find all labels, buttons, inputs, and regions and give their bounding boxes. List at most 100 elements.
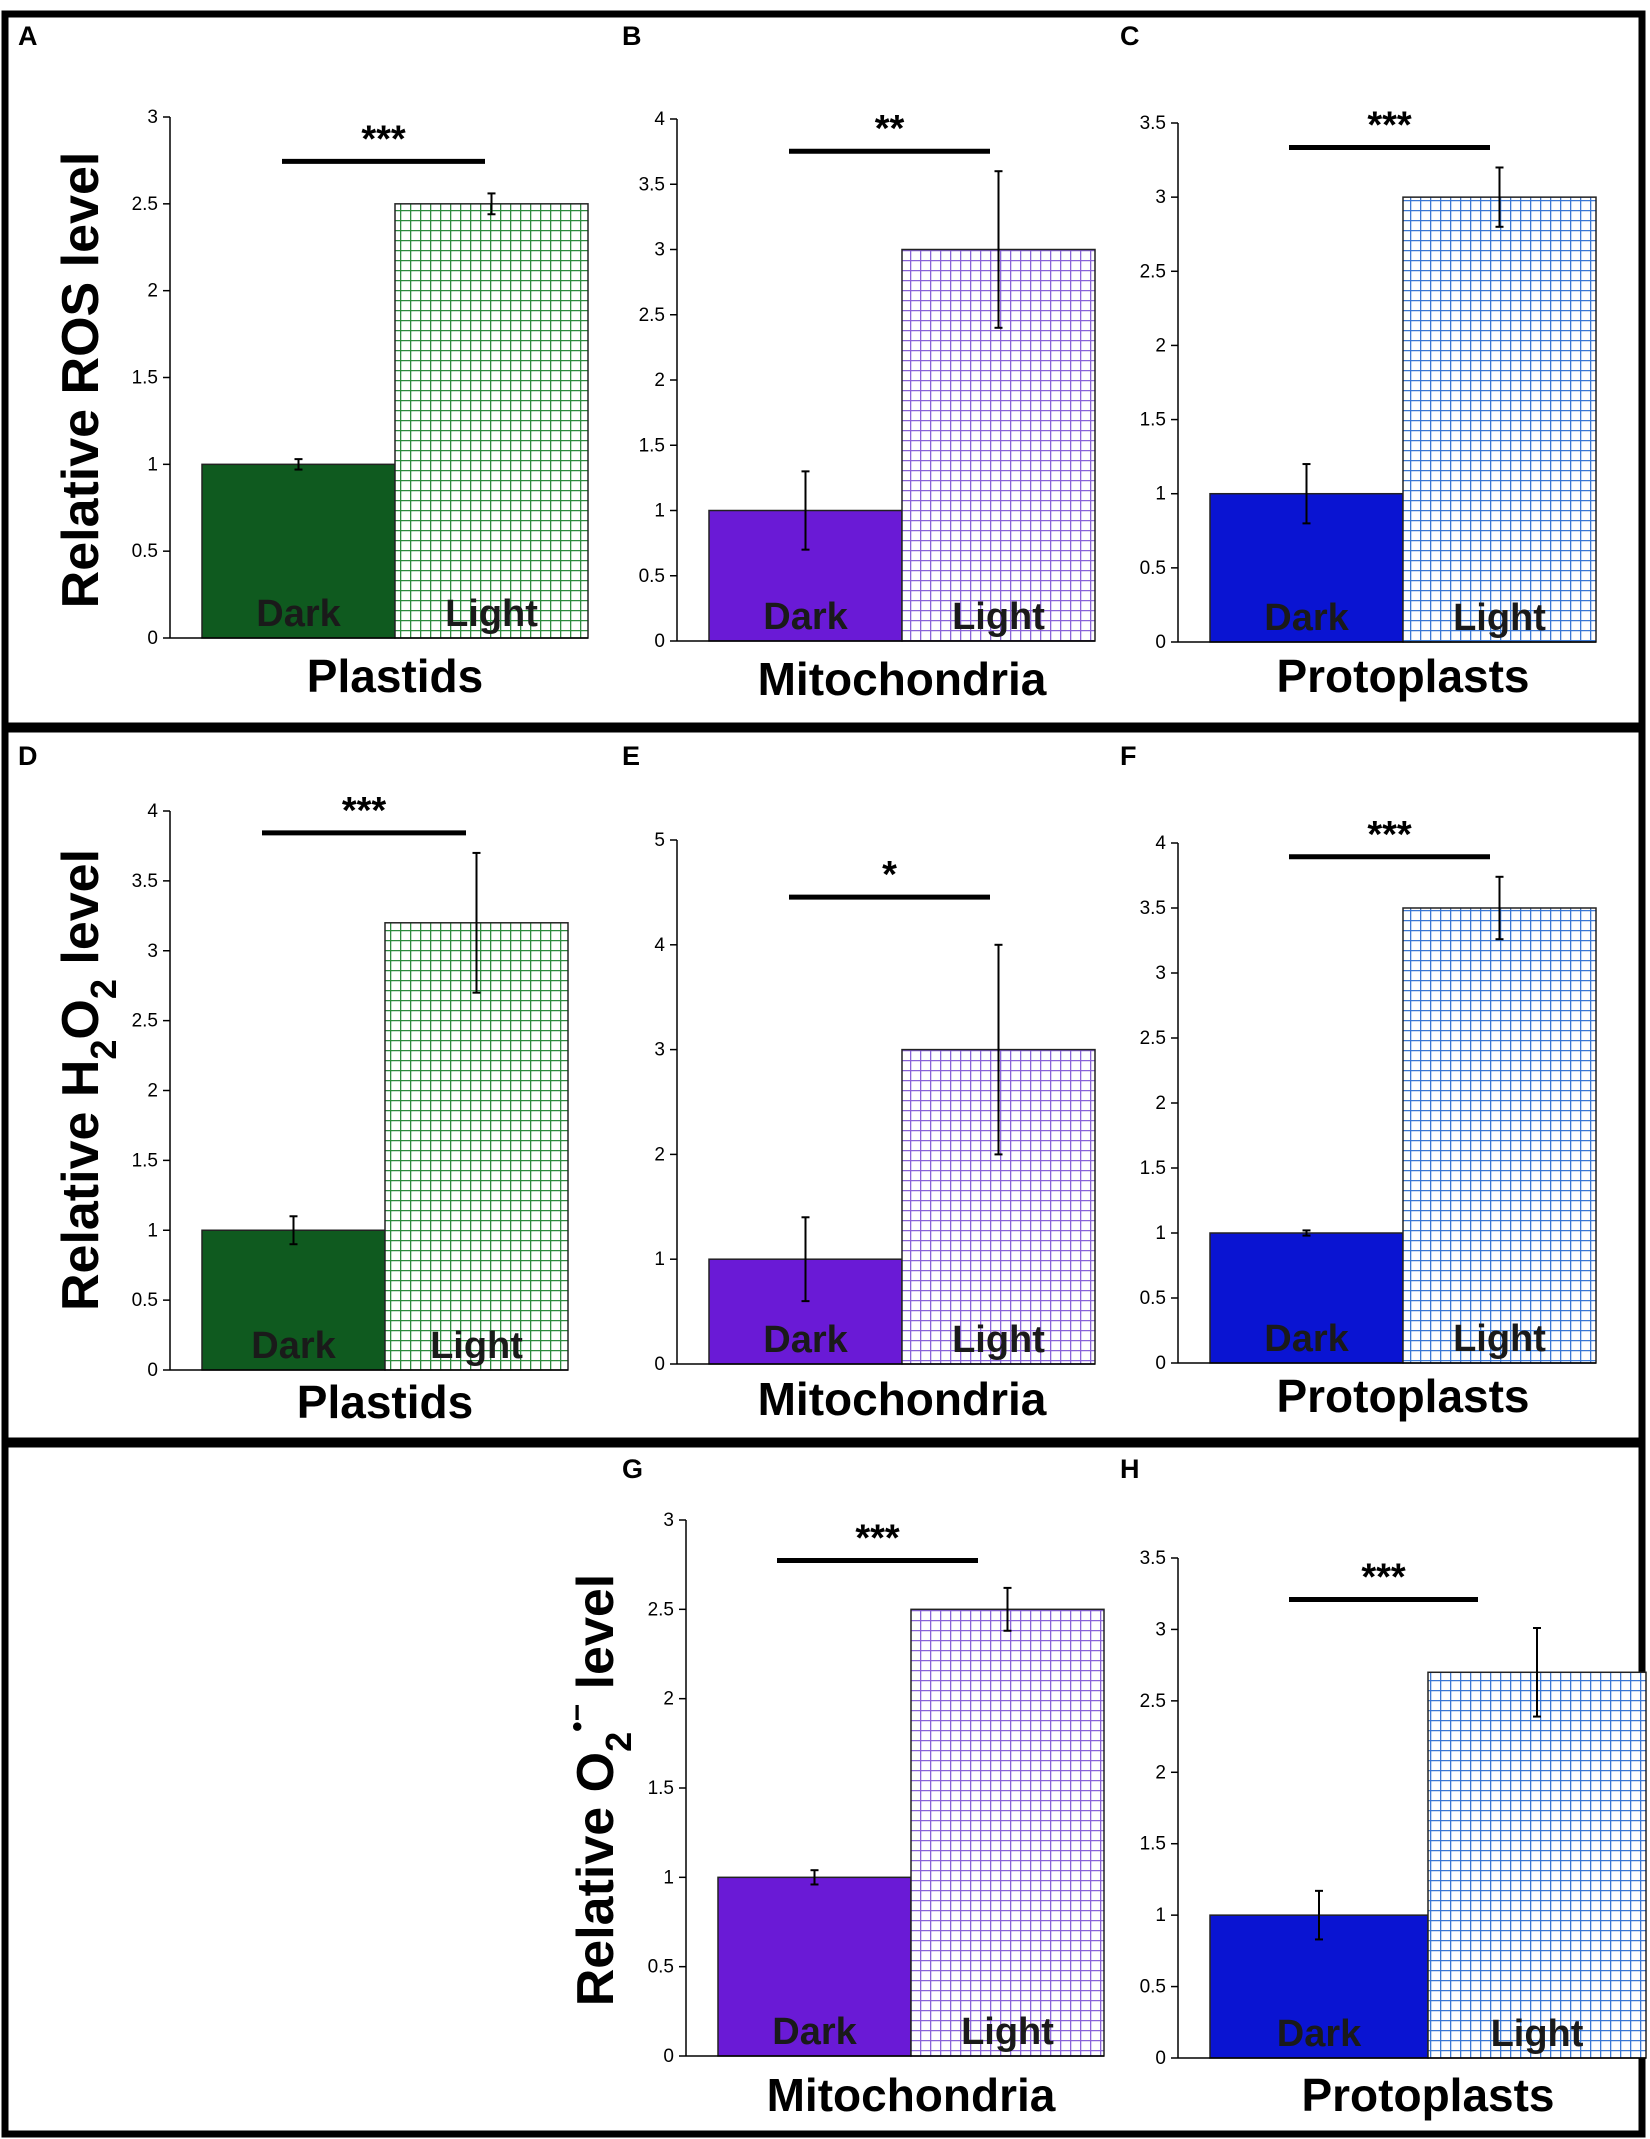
y-tick-label: 0 xyxy=(1155,2048,1166,2069)
bar-label-light: Light xyxy=(952,596,1045,638)
row2-ylabel: Relative H2O2 level xyxy=(52,849,124,1311)
y-tick-label: 4 xyxy=(147,801,158,822)
y-tick-label: 2.5 xyxy=(639,305,665,326)
significance-stars: *** xyxy=(361,118,406,160)
panel-a: A 0 0.5 1 1.5 2 2.5 3 Dark Light *** Plastids xyxy=(18,21,589,702)
bar-label-dark: Dark xyxy=(763,596,848,638)
panel-letter: F xyxy=(1120,741,1137,771)
y-tick-label: 4 xyxy=(654,935,665,956)
y-tick-label: 4 xyxy=(1155,833,1166,854)
y-tick-label: 3 xyxy=(1155,1619,1166,1640)
y-tick-label: 1 xyxy=(1155,484,1166,505)
bar-light xyxy=(1402,907,1597,1364)
y-tick-label: 1 xyxy=(147,1220,158,1241)
bar-light xyxy=(1427,1671,1647,2059)
x-axis-label: Protoplasts xyxy=(1276,650,1529,702)
panel-letter: D xyxy=(18,741,38,771)
x-axis-label: Mitochondria xyxy=(758,1373,1047,1425)
bar-dark xyxy=(1209,492,1404,643)
y-tick-label: 1.5 xyxy=(648,1778,674,1799)
y-tick-label: 1.5 xyxy=(132,368,158,389)
y-tick-label: 1.5 xyxy=(1140,1834,1166,1855)
y-tick-label: 0 xyxy=(654,1354,665,1375)
y-tick-label: 0 xyxy=(654,631,665,652)
y-tick-label: 2 xyxy=(1155,335,1166,356)
y-tick-label: 3.5 xyxy=(1140,898,1166,919)
panel-b: B 0 0.5 1 1.5 2 2.5 3 3.5 4 Dark Light ** Mitochondri… xyxy=(622,21,1096,705)
bar-dark xyxy=(201,463,396,639)
y-tick-label: 2 xyxy=(147,1081,158,1102)
bar-dark xyxy=(201,1229,386,1371)
panel-e: E 0 1 2 3 4 5 Dark Light * Mitochondria xyxy=(622,741,1096,1425)
y-tick-label: 3 xyxy=(654,240,665,261)
y-tick-label: 0.5 xyxy=(1140,558,1166,579)
y-tick-label: 2.5 xyxy=(1140,261,1166,282)
bar-dark xyxy=(1209,1232,1404,1364)
panel-letter: A xyxy=(18,21,38,51)
panel-h: H 0 0.5 1 1.5 2 2.5 3 3.5 Dark Light *** Protoplasts xyxy=(1120,1454,1647,2121)
panel-letter: E xyxy=(622,741,640,771)
y-tick-label: 3.5 xyxy=(1140,113,1166,134)
y-tick-label: 0.5 xyxy=(132,541,158,562)
bar-label-light: Light xyxy=(1491,2013,1584,2055)
panel-g: G 0 0.5 1 1.5 2 2.5 3 Dark Light *** Mitochondria xyxy=(622,1454,1105,2121)
bar-label-light: Light xyxy=(961,2011,1054,2053)
y-tick-label: 3 xyxy=(663,1510,674,1531)
bar-label-light: Light xyxy=(1453,1318,1546,1360)
panel-letter: H xyxy=(1120,1454,1140,1484)
y-tick-label: 2 xyxy=(147,281,158,302)
y-tick-label: 3 xyxy=(147,107,158,128)
y-tick-label: 1 xyxy=(654,501,665,522)
y-tick-label: 5 xyxy=(654,830,665,851)
y-tick-label: 0 xyxy=(1155,632,1166,653)
bar-light xyxy=(1402,196,1597,643)
y-tick-label: 1.5 xyxy=(1140,410,1166,431)
y-tick-label: 1 xyxy=(654,1249,665,1270)
bar-label-light: Light xyxy=(430,1325,523,1367)
y-tick-label: 2 xyxy=(1155,1093,1166,1114)
y-tick-label: 0 xyxy=(147,628,158,649)
bar-label-dark: Dark xyxy=(256,593,341,635)
y-tick-label: 2 xyxy=(1155,1762,1166,1783)
y-tick-label: 4 xyxy=(654,109,665,130)
x-axis-label: Plastids xyxy=(297,1376,473,1428)
x-axis-label: Protoplasts xyxy=(1301,2069,1554,2121)
y-tick-label: 3 xyxy=(1155,963,1166,984)
y-tick-label: 0.5 xyxy=(132,1290,158,1311)
bar-label-dark: Dark xyxy=(772,2011,857,2053)
bar-label-dark: Dark xyxy=(1264,597,1349,639)
y-tick-label: 1.5 xyxy=(132,1150,158,1171)
bar-label-light: Light xyxy=(1453,597,1546,639)
bar-light xyxy=(384,922,569,1371)
panel-letter: G xyxy=(622,1454,643,1484)
bar-label-dark: Dark xyxy=(763,1319,848,1361)
bar-label-dark: Dark xyxy=(1264,1318,1349,1360)
bar-light xyxy=(394,203,589,639)
y-tick-label: 0 xyxy=(147,1360,158,1381)
y-tick-label: 3 xyxy=(147,941,158,962)
y-tick-label: 3.5 xyxy=(639,174,665,195)
significance-stars: *** xyxy=(855,1518,900,1560)
y-tick-label: 0 xyxy=(1155,1353,1166,1374)
y-tick-label: 3.5 xyxy=(1140,1548,1166,1569)
row1-ylabel: Relative ROS level xyxy=(52,152,110,609)
y-tick-label: 1 xyxy=(1155,1223,1166,1244)
x-axis-label: Mitochondria xyxy=(758,653,1047,705)
y-tick-label: 2 xyxy=(654,1144,665,1165)
bar-label-light: Light xyxy=(445,593,538,635)
y-tick-label: 1 xyxy=(663,1867,674,1888)
y-tick-label: 2.5 xyxy=(1140,1028,1166,1049)
bar-label-dark: Dark xyxy=(1277,2013,1362,2055)
y-tick-label: 2 xyxy=(654,370,665,391)
y-tick-label: 0 xyxy=(663,2046,674,2067)
panel-c: C 0 0.5 1 1.5 2 2.5 3 3.5 Dark Light *** Protoplasts xyxy=(1120,21,1597,702)
significance-stars: * xyxy=(882,854,897,896)
x-axis-label: Mitochondria xyxy=(767,2069,1056,2121)
y-tick-label: 0.5 xyxy=(639,566,665,587)
y-tick-label: 2.5 xyxy=(132,1011,158,1032)
y-tick-label: 0.5 xyxy=(648,1957,674,1978)
significance-stars: *** xyxy=(1361,1557,1406,1599)
significance-stars: ** xyxy=(875,108,905,150)
y-tick-label: 2 xyxy=(663,1689,674,1710)
y-tick-label: 1.5 xyxy=(1140,1158,1166,1179)
